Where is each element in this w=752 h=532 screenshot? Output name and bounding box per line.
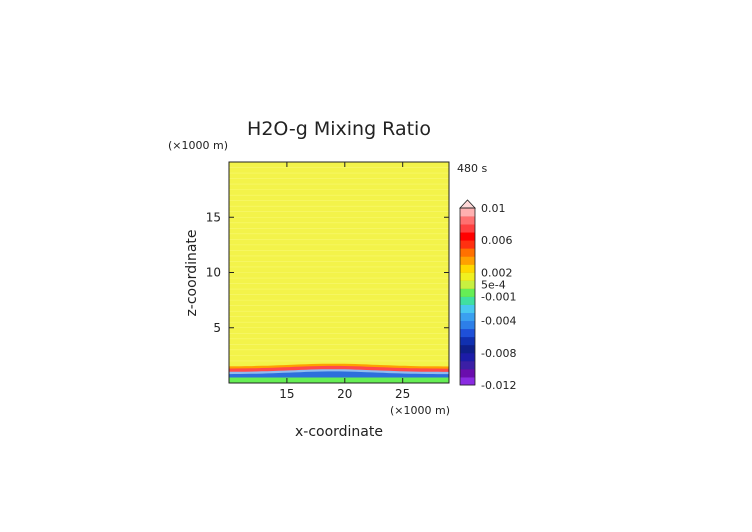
colorbar-segment: [460, 344, 475, 354]
colorbar-segment: [460, 360, 475, 370]
colorbar-segment: [460, 272, 475, 281]
colorbar-label: -0.008: [481, 347, 516, 360]
colorbar-segment: [460, 296, 475, 305]
colorbar-segment: [460, 352, 475, 362]
colorbar-segment: [460, 264, 475, 273]
y-tick-label: 15: [206, 210, 221, 224]
time-label: 480 s: [457, 162, 487, 175]
x-tick-label: 15: [279, 387, 294, 401]
colorbar-label: -0.004: [481, 315, 516, 328]
x-tick-label: 20: [337, 387, 352, 401]
colorbar-segment: [460, 232, 475, 241]
colorbar-segment: [460, 304, 475, 313]
colorbar-label: 5e-4: [481, 278, 506, 291]
colorbar-segment: [460, 248, 475, 257]
colorbar-segment: [460, 336, 475, 346]
plot-area: [228, 161, 450, 384]
colorbar-label: -0.001: [481, 291, 516, 304]
x-axis-label: x-coordinate: [295, 424, 383, 440]
heatmap-field: [229, 162, 449, 383]
colorbar-label: -0.012: [481, 379, 516, 392]
colorbar-segment: [460, 216, 475, 225]
colorbar-segment: [460, 312, 475, 322]
colorbar-segment: [460, 224, 475, 233]
y-tick-label: 10: [206, 266, 221, 280]
colorbar-segment: [460, 280, 475, 289]
colorbar-segment: [460, 320, 475, 330]
colorbar-segment: [460, 288, 475, 297]
colorbar-segment: [460, 256, 475, 265]
y-axis-label: z-coordinate: [184, 229, 200, 316]
colorbar-segment: [460, 328, 475, 338]
y-unit-label: (×1000 m): [168, 139, 228, 152]
colorbar-label: 0.006: [481, 234, 513, 247]
x-axis-ticks: 15 20 25: [279, 162, 410, 401]
colorbar-segment: [460, 376, 475, 386]
colorbar-label: 0.01: [481, 202, 506, 215]
x-unit-label: (×1000 m): [390, 404, 450, 417]
chart-title: H2O-g Mixing Ratio: [247, 118, 431, 140]
colorbar-segment: [460, 240, 475, 249]
colorbar-extend-triangle: [459, 199, 476, 209]
colorbar-label: 0.002: [481, 266, 513, 279]
colorbar-segment: [460, 368, 475, 378]
field-layer: [229, 377, 449, 383]
colorbar-frame: [459, 207, 476, 386]
x-tick-label: 25: [395, 387, 410, 401]
y-axis-ticks: 5 10 15: [206, 210, 449, 335]
y-tick-label: 5: [213, 321, 221, 335]
colorbar-segment: [460, 208, 475, 217]
